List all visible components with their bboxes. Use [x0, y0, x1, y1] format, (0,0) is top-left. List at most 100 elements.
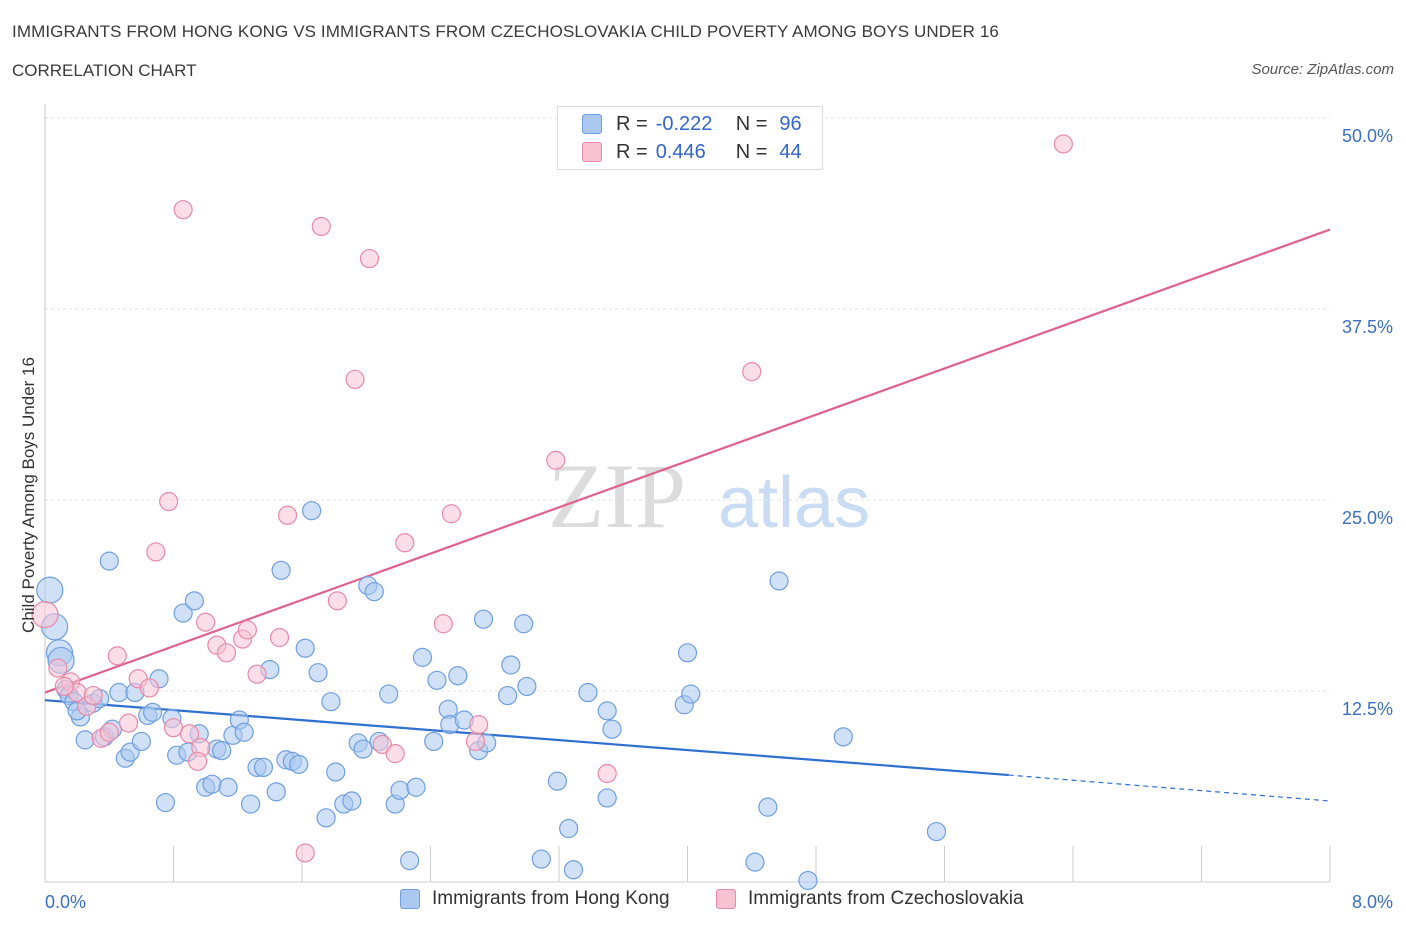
series-legend: Immigrants from Hong Kong Immigrants fro… — [0, 888, 1406, 916]
data-point-czechoslovakia — [433, 614, 453, 634]
chart-subtitle: CORRELATION CHART — [12, 61, 197, 80]
data-point-hong-kong — [602, 719, 622, 739]
data-point-czechoslovakia — [146, 542, 166, 562]
data-point-czechoslovakia — [118, 713, 139, 733]
data-point-czechoslovakia — [163, 718, 184, 738]
series-swatch-hong-kong — [400, 889, 420, 909]
trend-line-hong-kong-extension — [1008, 774, 1331, 802]
data-point-czechoslovakia — [173, 200, 193, 220]
data-point-hong-kong — [501, 655, 521, 675]
data-point-hong-kong — [769, 571, 789, 591]
data-point-czechoslovakia — [359, 248, 380, 269]
data-point-hong-kong — [400, 851, 420, 871]
data-point-hong-kong — [295, 638, 315, 658]
data-point-hong-kong — [302, 501, 322, 521]
data-point-czechoslovakia — [107, 646, 127, 666]
data-point-hong-kong — [184, 591, 204, 611]
data-point-czechoslovakia — [216, 643, 237, 663]
y-axis-label: Child Poverty Among Boys Under 16 — [19, 357, 38, 633]
data-point-hong-kong — [745, 852, 765, 872]
data-point-hong-kong — [926, 821, 947, 842]
legend-r-label: R = — [616, 140, 648, 163]
series-legend-czechoslovakia: Immigrants from Czechoslovakia — [716, 888, 1024, 910]
data-point-czechoslovakia — [311, 216, 331, 237]
data-point-hong-kong — [36, 576, 64, 604]
data-point-hong-kong — [547, 771, 567, 791]
data-point-hong-kong — [109, 682, 129, 703]
data-point-czechoslovakia — [345, 369, 365, 389]
data-point-czechoslovakia — [441, 504, 461, 524]
axes — [44, 104, 1331, 883]
data-point-hong-kong — [498, 685, 518, 706]
data-point-hong-kong — [597, 701, 617, 721]
data-point-czechoslovakia — [385, 744, 405, 764]
series-label-hong-kong: Immigrants from Hong Kong — [432, 888, 670, 909]
data-point-hong-kong — [316, 808, 336, 828]
tick-labels: 12.5% 25.0% 37.5% 50.0% 0.0% 8.0% — [45, 126, 1393, 912]
data-point-hong-kong — [271, 560, 291, 580]
data-point-hong-kong — [131, 731, 151, 752]
source-credit: Source: ZipAtlas.com — [1251, 61, 1394, 78]
chart-title: IMMIGRANTS FROM HONG KONG VS IMMIGRANTS … — [12, 22, 999, 41]
grid-lines — [45, 117, 1330, 692]
data-point-hong-kong — [677, 643, 698, 663]
trend-line-hong-kong — [44, 699, 1009, 777]
data-point-hong-kong — [155, 792, 176, 813]
data-point-hong-kong — [321, 692, 341, 712]
data-point-hong-kong — [597, 788, 617, 808]
data-point-hong-kong — [75, 730, 95, 750]
data-point-czechoslovakia — [742, 362, 762, 382]
data-point-hong-kong — [517, 676, 537, 697]
data-point-czechoslovakia — [31, 600, 59, 629]
data-point-hong-kong — [427, 670, 447, 690]
data-point-czechoslovakia — [469, 715, 489, 735]
data-point-hong-kong — [266, 782, 286, 802]
watermark-zip: ZIP — [548, 445, 686, 547]
legend-r-value: 0.446 — [655, 140, 706, 163]
data-point-czechoslovakia — [247, 664, 267, 684]
data-point-hong-kong — [798, 870, 818, 891]
data-point-czechoslovakia — [395, 533, 415, 553]
legend-row-czechoslovakia: R = 0.446 N = 44 — [582, 139, 802, 165]
data-point-hong-kong — [234, 722, 254, 742]
x-tick-label: 0.0% — [45, 892, 86, 912]
trend-line-czechoslovakia — [44, 228, 1331, 694]
data-point-czechoslovakia — [465, 731, 486, 752]
y-tick-label: 37.5% — [1342, 317, 1393, 337]
data-point-czechoslovakia — [159, 491, 179, 512]
data-point-hong-kong — [353, 739, 373, 759]
x-tick-label: 8.0% — [1352, 892, 1393, 912]
watermark-atlas: atlas — [718, 463, 870, 543]
legend-n-label: N = — [735, 140, 768, 163]
data-point-hong-kong — [289, 754, 309, 774]
data-point-hong-kong — [473, 609, 494, 629]
data-point-czechoslovakia — [83, 685, 103, 706]
data-point-czechoslovakia — [54, 676, 74, 697]
data-point-hong-kong — [253, 757, 274, 778]
data-point-hong-kong — [448, 666, 468, 686]
data-point-hong-kong — [364, 582, 384, 602]
data-point-hong-kong — [379, 684, 399, 704]
data-point-hong-kong — [514, 614, 534, 634]
data-point-hong-kong — [412, 647, 433, 667]
data-point-czechoslovakia — [1053, 134, 1073, 154]
series-swatch-czechoslovakia — [716, 889, 736, 909]
data-point-hong-kong — [559, 818, 579, 839]
data-point-hong-kong — [326, 762, 346, 782]
series-label-czechoslovakia: Immigrants from Czechoslovakia — [748, 888, 1024, 909]
data-point-czechoslovakia — [99, 722, 119, 742]
data-point-hong-kong — [218, 777, 238, 797]
data-point-czechoslovakia — [295, 843, 315, 863]
data-point-czechoslovakia — [196, 612, 216, 632]
data-point-czechoslovakia — [48, 658, 68, 678]
data-point-hong-kong — [424, 731, 444, 752]
data-point-czechoslovakia — [597, 763, 617, 784]
trend-lines — [44, 228, 1331, 802]
data-point-hong-kong — [758, 797, 778, 817]
data-point-hong-kong — [681, 684, 701, 704]
watermark: ZIP atlas — [548, 445, 870, 547]
legend-r-value: -0.222 — [655, 112, 713, 135]
legend-n-label: N = — [735, 112, 768, 135]
legend-r-label: R = — [616, 112, 648, 135]
legend-row-hong-kong: R = -0.222 N = 96 — [582, 111, 802, 137]
